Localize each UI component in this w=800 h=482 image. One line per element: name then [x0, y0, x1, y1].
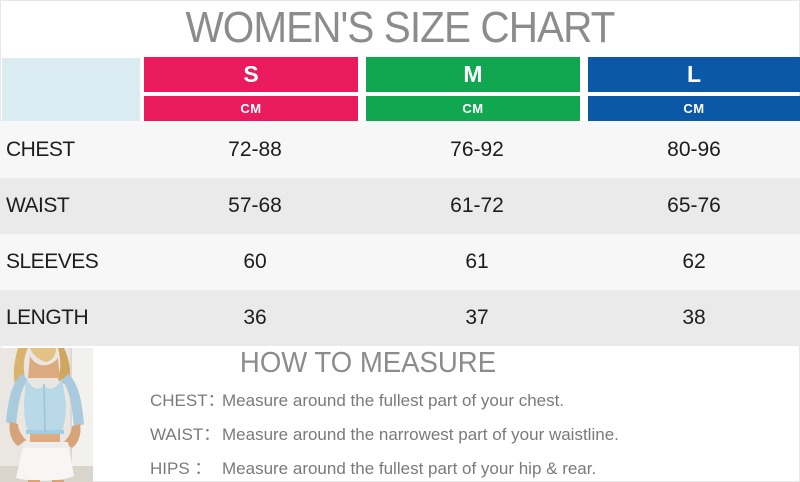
table-row-length: LENGTH 36 37 38: [0, 290, 800, 346]
measure-label: WAIST：: [150, 425, 221, 444]
measure-label: CHEST：: [150, 391, 225, 410]
measure-line-chest: CHEST：Measure around the fullest part of…: [150, 386, 710, 410]
cell-value: 60: [243, 250, 267, 273]
cell-value: 61: [465, 250, 489, 273]
measure-text: Measure around the narrowest part of you…: [222, 425, 619, 444]
row-label: LENGTH: [6, 306, 89, 329]
table-row-sleeves: SLEEVES 60 61 62: [0, 234, 800, 290]
cell-value: 72-88: [228, 137, 282, 161]
cell-value: 61-72: [450, 194, 504, 217]
unit-cell-m: CM: [366, 96, 580, 121]
cell-value: 38: [682, 306, 706, 329]
measure-line-hips: HIPS ： Measure around the fullest part of…: [150, 454, 710, 478]
size-header-s: S: [144, 57, 358, 92]
measure-text: Measure around the fullest part of your …: [222, 459, 597, 478]
measure-line-waist: WAIST： Measure around the narrowest part …: [150, 420, 710, 444]
cell-value: 80-96: [667, 137, 721, 161]
measure-label: HIPS ：: [150, 459, 212, 478]
model-photo: [0, 348, 93, 482]
how-to-measure-title: HOW TO MEASURE: [239, 347, 497, 379]
cell-value: 57-68: [228, 194, 282, 217]
cell-value: 37: [465, 306, 489, 329]
cell-value: 76-92: [450, 137, 504, 161]
row-label: WAIST: [6, 194, 70, 217]
table-row-chest: CHEST 72-88 76-92 80-96: [0, 121, 800, 178]
unit-cell-l: CM: [588, 96, 800, 121]
row-label: SLEEVES: [6, 250, 99, 273]
size-header-m: M: [366, 57, 580, 92]
header-corner-cell: [2, 58, 140, 121]
table-row-waist: WAIST 57-68 61-72 65-76: [0, 178, 800, 234]
size-header-l: L: [588, 57, 800, 92]
unit-cell-s: CM: [144, 96, 358, 121]
cell-value: 36: [243, 306, 267, 329]
measure-text: Measure around the fullest part of your …: [222, 391, 565, 410]
row-label: CHEST: [6, 137, 75, 161]
cell-value: 65-76: [667, 194, 721, 217]
cell-value: 62: [682, 250, 706, 273]
page-title: WOMEN'S SIZE CHART: [185, 3, 616, 52]
